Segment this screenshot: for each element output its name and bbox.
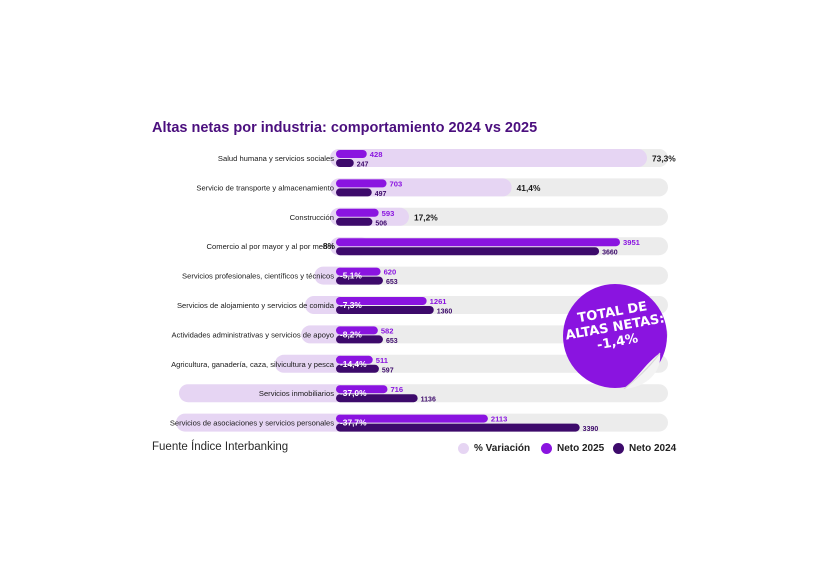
- category-label: Salud humana y servicios sociales: [218, 154, 334, 163]
- variation-label: -5,1%: [340, 271, 362, 281]
- legend-label-neto-2024: Neto 2024: [629, 442, 677, 454]
- neto-2025-bar: [336, 326, 378, 335]
- neto-2025-bar: [336, 414, 488, 423]
- legend-swatch-neto-2024: [613, 442, 624, 454]
- seal-badge-shape: [563, 284, 667, 389]
- legend-swatch-neto-2025: [541, 442, 552, 454]
- neto-2025-label: 582: [381, 326, 394, 335]
- legend-label-neto-2025: Neto 2025: [557, 442, 605, 454]
- neto-2024-label: 1360: [437, 309, 453, 316]
- neto-2025-bar: [336, 179, 387, 188]
- neto-2024-label: 247: [357, 162, 369, 169]
- neto-2024-bar: [336, 394, 418, 403]
- category-label: Agricultura, ganadería, caza, silvicultu…: [171, 360, 335, 369]
- variation-label: 73,3%: [652, 154, 676, 164]
- seal-curl: [624, 353, 661, 389]
- category-label: Servicios de asociaciones y servicios pe…: [170, 419, 334, 428]
- neto-2024-bar: [336, 423, 580, 432]
- variation-label: -8,2%: [340, 329, 362, 339]
- variation-bar: [178, 384, 346, 403]
- neto-2025-label: 620: [384, 268, 397, 277]
- track-bar: [330, 266, 668, 285]
- neto-2024-bar: [336, 306, 434, 314]
- legend-item-neto-2024: Neto 2024: [613, 441, 676, 455]
- neto-2025-bar: [336, 238, 620, 247]
- chart-title: Altas netas por industria: comportamient…: [152, 120, 538, 136]
- neto-2025-label: 3951: [623, 238, 641, 247]
- neto-2024-label: 506: [375, 220, 387, 227]
- seal-curl-edge: [623, 352, 661, 389]
- neto-2025-label: 703: [390, 179, 403, 188]
- total-seal: TOTAL DE ALTAS NETAS: -1,4%: [562, 283, 668, 389]
- legend-label-variacion: % Variación: [474, 442, 531, 454]
- neto-2025-label: 593: [382, 209, 395, 218]
- category-label: Servicios profesionales, científicos y t…: [182, 272, 334, 281]
- variation-bar: [176, 413, 346, 432]
- legend-item-variacion: % Variación: [458, 441, 530, 455]
- variation-label: -37,7%: [340, 418, 367, 428]
- neto-2024-bar: [336, 335, 383, 344]
- neto-2025-bar: [336, 267, 381, 276]
- neto-2025-bar: [336, 208, 379, 217]
- neto-2024-bar: [336, 247, 600, 256]
- legend-swatch-variacion: [458, 442, 469, 454]
- variation-label: 17,2%: [414, 212, 438, 222]
- category-label: Construcción: [290, 213, 334, 222]
- neto-2024-bar: [336, 217, 373, 226]
- neto-2024-label: 3660: [602, 250, 618, 257]
- variation-bar: [305, 296, 346, 314]
- neto-2024-label: 3390: [583, 426, 599, 433]
- variation-label: 8%: [323, 241, 336, 251]
- neto-2024-bar: [336, 188, 372, 197]
- variation-bar: [274, 354, 346, 373]
- variation-bar: [330, 149, 647, 167]
- track-bar: [330, 207, 668, 226]
- neto-2024-bar: [336, 364, 379, 373]
- source-note: Fuente Índice Interbanking: [152, 441, 289, 453]
- variation-label: -7,3%: [340, 300, 362, 310]
- neto-2025-label: 1261: [430, 297, 448, 306]
- category-label: Servicios de alojamiento y servicios de …: [177, 301, 335, 310]
- neto-2024-label: 597: [382, 367, 394, 374]
- category-label: Comercio al por mayor y al por menor: [207, 242, 335, 251]
- neto-2024-bar: [336, 276, 383, 285]
- neto-2025-bar: [336, 385, 388, 394]
- neto-2024-bar: [336, 159, 354, 167]
- variation-bar: [301, 325, 346, 344]
- neto-2025-label: 2113: [491, 415, 507, 424]
- category-label: Actividades administrativas y servicios …: [172, 330, 335, 339]
- legend-item-neto-2025: Neto 2025: [541, 441, 604, 455]
- category-label: Servicios inmobiliarios: [259, 389, 334, 398]
- neto-2024-label: 653: [386, 279, 398, 286]
- variation-label: 41,4%: [517, 183, 541, 193]
- neto-2025-label: 511: [376, 356, 389, 365]
- seal-circle: [563, 284, 667, 388]
- neto-2024-label: 497: [375, 191, 387, 198]
- neto-2025-bar: [336, 297, 427, 305]
- neto-2025-bar: [336, 355, 373, 364]
- variation-label: -37,0%: [340, 388, 367, 398]
- variation-label: -14,4%: [340, 359, 367, 369]
- neto-2025-bar: [336, 150, 367, 158]
- category-label: Servicio de transporte y almacenamiento: [196, 183, 334, 192]
- neto-2025-label: 716: [390, 385, 403, 394]
- neto-2024-label: 1136: [421, 397, 436, 404]
- neto-2024-label: 653: [386, 338, 398, 345]
- neto-2025-label: 428: [370, 150, 383, 159]
